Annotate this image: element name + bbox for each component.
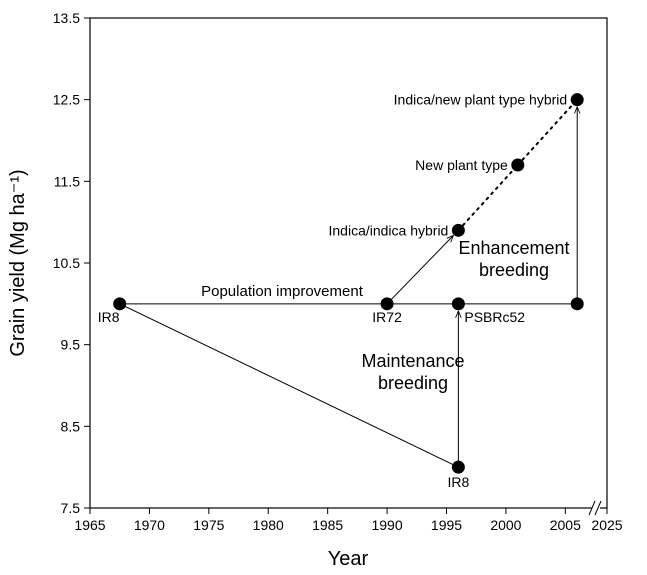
y-tick-label: 10.5 [53, 255, 80, 271]
x-tick-label: 1980 [253, 517, 284, 533]
x-tick-label: 1985 [312, 517, 343, 533]
annotation: Enhancement [458, 238, 569, 258]
dotted-connector [457, 164, 519, 232]
data-point [570, 93, 584, 107]
y-tick-label: 8.5 [61, 418, 81, 434]
data-point [451, 223, 465, 237]
annotation: Population improvement [201, 283, 364, 300]
x-tick-label: 2025 [591, 517, 622, 533]
annotation: breeding [378, 373, 448, 393]
x-tick-label: 1975 [193, 517, 224, 533]
point-label: Indica/new plant type hybrid [394, 92, 568, 108]
x-tick-label: 2000 [490, 517, 521, 533]
point-label: IR8 [447, 474, 469, 490]
x-tick-label: 1965 [74, 517, 105, 533]
y-tick-label: 11.5 [54, 173, 80, 189]
arrow [386, 235, 453, 305]
data-point [380, 297, 394, 311]
point-label: Indica/indica hybrid [329, 222, 449, 238]
x-tick-label: 1990 [371, 517, 402, 533]
point-label: New plant type [415, 157, 508, 173]
y-tick-label: 9.5 [61, 337, 81, 353]
y-axis-label: Grain yield (Mg ha⁻¹) [7, 169, 29, 356]
data-point [511, 158, 525, 172]
connector [119, 303, 459, 468]
y-tick-label: 7.5 [61, 500, 81, 516]
point-label: IR8 [98, 309, 120, 325]
axis-break [588, 500, 596, 516]
point-label: PSBRc52 [464, 309, 525, 325]
data-point [113, 297, 127, 311]
x-tick-label: 1995 [431, 517, 462, 533]
annotation: Maintenance [361, 351, 464, 371]
data-point [570, 297, 584, 311]
data-point [451, 460, 465, 474]
point-label: IR72 [372, 309, 402, 325]
data-point [451, 297, 465, 311]
x-tick-label: 2005 [550, 517, 581, 533]
x-tick-label: 1970 [134, 517, 165, 533]
y-tick-label: 12.5 [53, 92, 80, 108]
axis-break [594, 500, 602, 516]
dotted-connector [516, 98, 579, 166]
annotation: breeding [479, 260, 549, 280]
y-tick-label: 13.5 [53, 10, 80, 26]
axis-break-gap [592, 505, 600, 511]
x-axis-label: Year [328, 548, 369, 570]
